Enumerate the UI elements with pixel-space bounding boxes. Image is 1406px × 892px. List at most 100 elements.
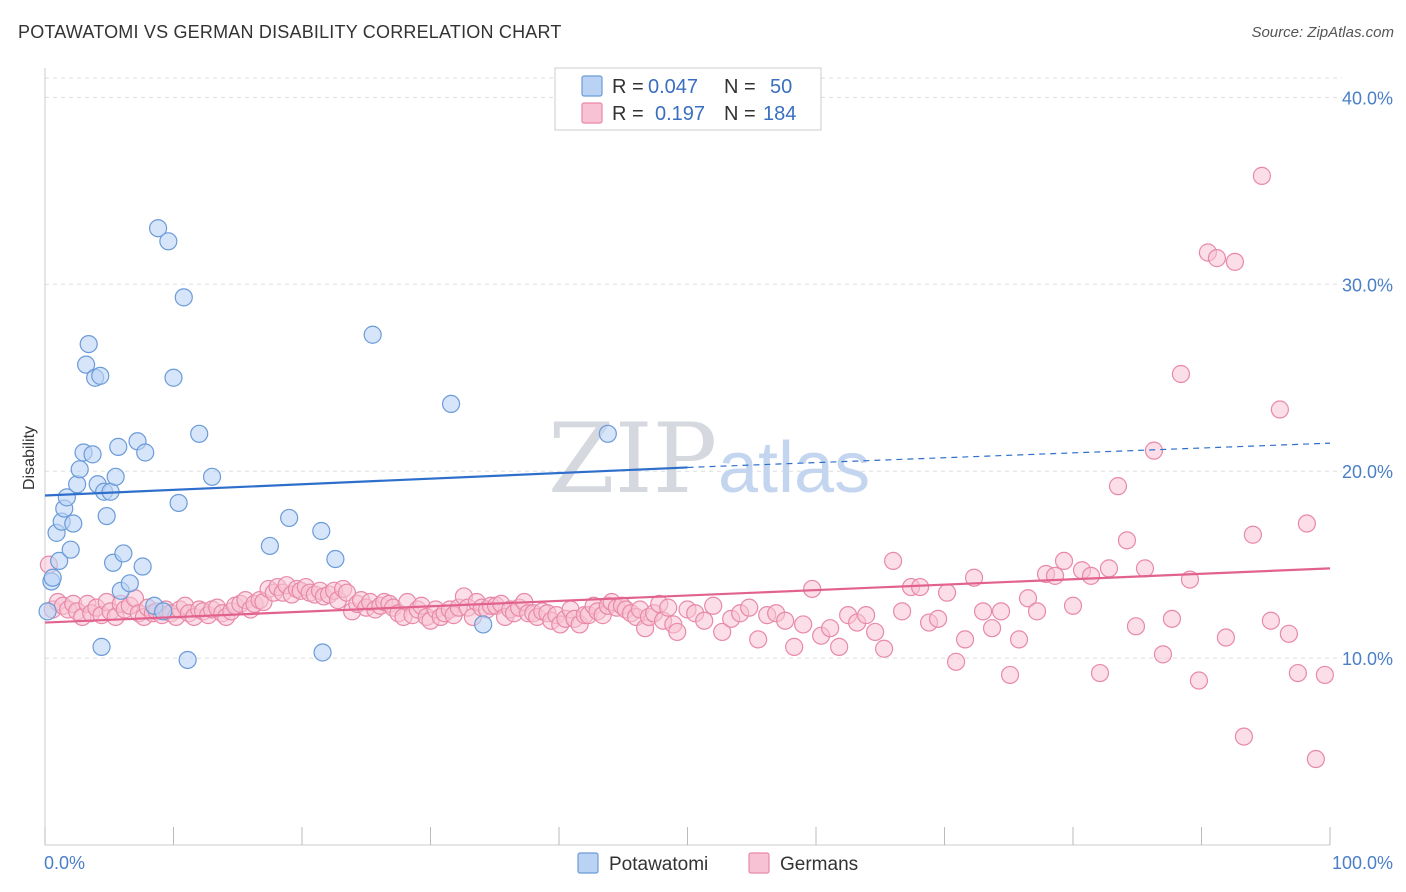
germans-point: [1018, 589, 1038, 608]
legend-n-value-1: 50: [770, 76, 792, 98]
watermark: ZIP atlas: [548, 403, 870, 515]
germans-point: [1135, 559, 1155, 578]
germans-point: [1189, 671, 1209, 690]
legend-n-label-2: N =: [724, 103, 756, 125]
potawatomi-point: [70, 460, 89, 479]
legend-r-value-1: 0.047: [648, 76, 698, 98]
germans-point: [973, 602, 993, 621]
potawatomi-point: [159, 232, 178, 251]
potawatomi-point: [133, 557, 152, 576]
potawatomi-point: [260, 536, 279, 556]
potawatomi-point: [178, 650, 197, 670]
legend-n-value-2: 184: [763, 103, 796, 125]
stats-legend: R = 0.047 N = 50 R = 0.197 N = 184: [554, 67, 822, 131]
potawatomi-point: [79, 334, 98, 354]
bottom-legend-swatch-germans: [748, 852, 770, 874]
potawatomi-point: [190, 424, 209, 443]
germans-point: [964, 568, 984, 587]
series-legend: Potawatomi Germans: [577, 852, 858, 875]
potawatomi-point: [64, 514, 83, 533]
bottom-legend-swatch-potawatomi: [577, 852, 599, 874]
germans-point: [1279, 624, 1298, 643]
germans-point: [1045, 566, 1065, 585]
y-tick-label: 10.0%: [1342, 649, 1393, 669]
germans-point: [910, 577, 930, 597]
germans-point: [821, 619, 840, 638]
potawatomi-point: [57, 488, 76, 507]
legend-n-label-1: N =: [724, 76, 756, 98]
potawatomi-point: [50, 551, 69, 571]
potawatomi-point: [312, 521, 331, 541]
germans-point: [1009, 630, 1029, 649]
germans-point: [1090, 663, 1110, 683]
watermark-atlas: atlas: [718, 428, 870, 508]
germans-point: [1063, 596, 1083, 615]
y-axis-label: Disability: [21, 426, 38, 490]
potawatomi-point: [43, 568, 62, 587]
germans-point: [892, 602, 912, 621]
potawatomi-point: [136, 443, 155, 462]
watermark-zip: ZIP: [548, 403, 717, 515]
germans-point: [1261, 611, 1280, 630]
potawatomi-point: [114, 544, 133, 563]
germans-point: [1270, 400, 1289, 419]
germans-point: [883, 551, 903, 571]
germans-point: [659, 598, 678, 617]
germans-point: [776, 611, 795, 630]
germans-point: [1216, 628, 1236, 647]
potawatomi-point: [97, 506, 116, 526]
potawatomi-point: [120, 574, 139, 593]
y-tick-label: 20.0%: [1342, 462, 1393, 482]
legend-r-value-2: 0.197: [655, 103, 705, 125]
germans-point: [749, 630, 768, 649]
germans-point: [1108, 477, 1128, 496]
legend-r-label-1: R =: [612, 76, 644, 98]
germans-point: [1171, 364, 1191, 384]
potawatomi-point: [154, 602, 173, 621]
germans-point: [1207, 249, 1227, 268]
germans-series: [39, 166, 1334, 769]
potawatomi-point: [68, 475, 87, 494]
germans-point: [1243, 525, 1263, 544]
germans-point: [713, 622, 732, 642]
potawatomi-point: [164, 368, 183, 387]
germans-point: [668, 622, 687, 642]
germans-point: [928, 609, 948, 628]
germans-point: [704, 596, 723, 615]
bottom-legend-germans: Germans: [780, 854, 858, 875]
potawatomi-point: [148, 219, 168, 238]
germans-point: [1027, 602, 1047, 621]
germans-point: [991, 602, 1011, 621]
germans-trend-line: [44, 567, 1331, 624]
germans-point: [1252, 166, 1271, 185]
potawatomi-point: [106, 467, 125, 486]
germans-point: [1000, 665, 1020, 685]
x-tick-label-max: 100.0%: [1332, 853, 1393, 873]
potawatomi-point: [441, 394, 461, 414]
germans-point: [1153, 645, 1173, 664]
germans-swatch: [581, 102, 603, 124]
germans-point: [1234, 727, 1254, 746]
potawatomi-point: [83, 445, 102, 464]
potawatomi-point: [61, 540, 80, 559]
potawatomi-point: [202, 467, 222, 486]
germans-point: [830, 637, 849, 656]
bottom-legend-potawatomi: Potawatomi: [609, 854, 708, 875]
germans-point: [1099, 559, 1119, 578]
potawatomi-trend-line: [44, 466, 688, 497]
trend-lines: [44, 442, 1331, 624]
chart-title: POTAWATOMI VS GERMAN DISABILITY CORRELAT…: [18, 22, 562, 42]
germans-point: [785, 637, 804, 656]
legend-r-label-2: R =: [612, 103, 644, 125]
germans-point: [1225, 252, 1245, 271]
grid-lines: 10.0% 20.0% 30.0% 40.0%: [45, 77, 1393, 669]
germans-point: [866, 622, 885, 642]
potawatomi-point: [280, 508, 299, 528]
potawatomi-point: [91, 366, 110, 385]
y-tick-label: 40.0%: [1342, 88, 1393, 108]
potawatomi-point: [109, 437, 128, 456]
potawatomi-point: [38, 602, 57, 621]
germans-point: [946, 652, 966, 671]
germans-point: [1288, 663, 1307, 683]
